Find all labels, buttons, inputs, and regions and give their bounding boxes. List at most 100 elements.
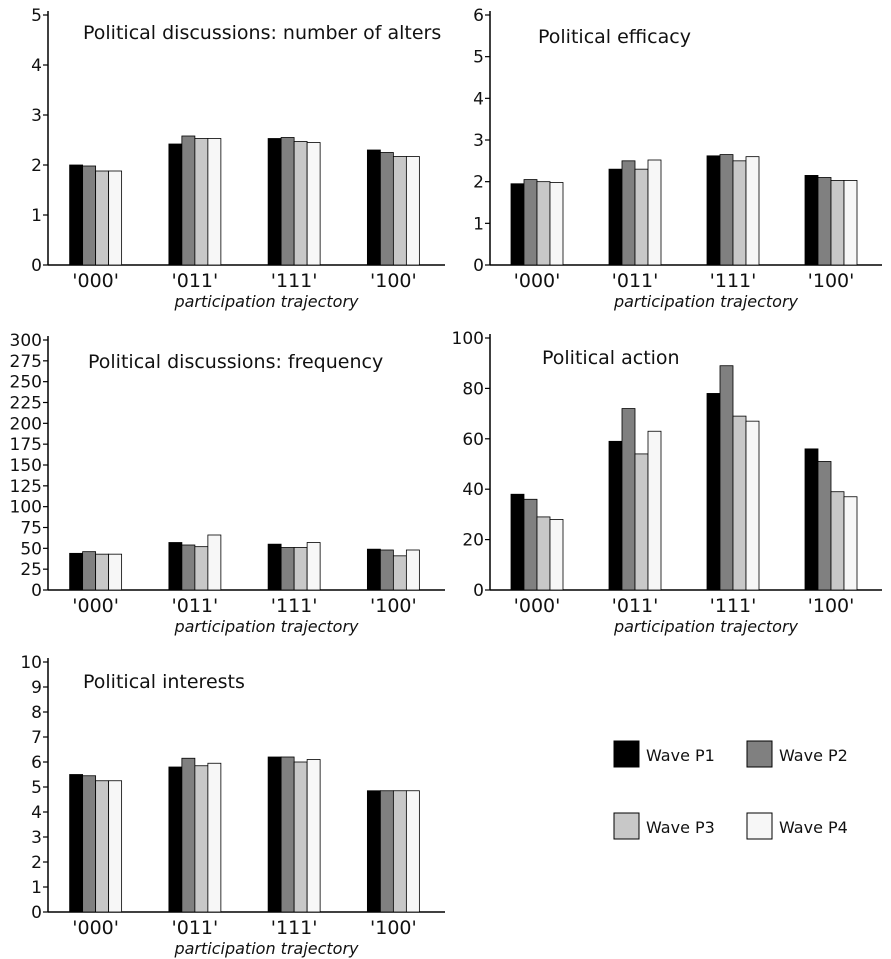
legend-swatch-wave-p2 [746,740,773,768]
y-tick-label: 4 [473,89,484,109]
bar-2-2 [181,135,196,266]
legend-label-wave-p1: Wave P1 [646,746,715,765]
bar-4-4 [405,549,420,591]
chart-title: Political efficacy [538,26,691,48]
bar-3-4 [392,156,407,266]
bar-4-4 [405,790,420,913]
x-tick-label: '011' [172,595,219,617]
bar-group-3 [706,365,760,591]
chart-title: Political action [542,347,680,369]
bar-1-4 [804,448,819,591]
x-axis-label: participation trajectory [613,292,799,311]
bar-group-4 [804,175,858,266]
legend-item-wave-p2: Wave P2 [746,740,848,768]
x-tick-label: '100' [808,270,855,292]
x-tick-label: '011' [612,270,659,292]
bar-1-1 [510,183,525,266]
chart-title: Political discussions: number of alters [83,22,441,44]
bar-4-4 [843,496,858,591]
y-tick-label: 0 [31,256,42,276]
bar-2-3 [280,137,295,266]
y-tick-label: 6 [473,6,484,26]
x-tick-label: '000' [72,917,119,939]
x-tick-label: '000' [72,270,119,292]
bar-2-1 [82,775,97,913]
x-tick-label: '111' [271,270,318,292]
bar-3-4 [830,180,845,266]
bar-group-1 [510,179,564,266]
bar-4-2 [207,534,222,591]
bar-3-2 [194,546,209,591]
y-tick-label: 4 [31,803,42,823]
bar-3-2 [194,138,209,266]
bar-group-3 [267,137,321,266]
y-tick-label: 0 [31,903,42,923]
bar-4-3 [745,420,760,591]
bar-1-2 [608,440,623,591]
bar-3-4 [392,790,407,913]
bar-3-2 [634,453,649,591]
bar-2-3 [280,547,295,591]
x-tick-label: '000' [72,595,119,617]
x-tick-label: '000' [514,595,561,617]
y-tick-label: 200 [10,414,42,434]
legend-item-wave-p4: Wave P4 [746,812,848,840]
bar-3-3 [293,547,308,591]
bar-1-4 [366,790,381,913]
bar-1-3 [267,138,282,266]
bar-3-3 [732,415,747,591]
bar-4-1 [108,170,123,266]
bar-4-3 [745,156,760,266]
bar-1-4 [366,548,381,591]
bar-2-1 [82,165,97,266]
bar-4-3 [306,759,321,913]
x-tick-label: '100' [370,270,417,292]
legend: Wave P1 Wave P2 Wave P3 Wave P4 [613,740,848,840]
bar-4-1 [549,519,564,591]
bar-1-1 [69,774,84,913]
bar-3-4 [830,491,845,591]
bar-2-4 [817,177,832,266]
chart-panel-3: Political discussions: frequency02550751… [10,331,445,636]
y-tick-label: 2 [31,156,42,176]
legend-swatch-wave-p4 [746,812,773,840]
bar-1-1 [69,552,84,591]
bar-1-2 [168,143,183,266]
bar-2-1 [523,498,538,591]
bar-1-3 [706,393,721,591]
bar-group-1 [69,774,123,913]
y-tick-label: 300 [10,331,42,351]
bar-group-3 [267,756,321,913]
y-tick-label: 4 [31,56,42,76]
x-axis-label: participation trajectory [173,617,359,636]
y-tick-label: 2 [31,853,42,873]
x-tick-label: '100' [370,595,417,617]
bar-group-4 [366,790,420,913]
bar-4-2 [207,138,222,266]
bar-1-3 [706,155,721,266]
y-tick-label: 100 [452,329,484,349]
x-tick-label: '111' [710,270,757,292]
chart-title: Political discussions: frequency [88,351,383,373]
bar-group-2 [168,757,222,913]
bar-group-2 [168,135,222,266]
x-tick-label: '011' [172,270,219,292]
y-tick-label: 275 [10,352,42,372]
y-tick-label: 80 [462,379,484,399]
bar-3-3 [293,141,308,266]
bar-group-1 [69,551,123,591]
bar-4-2 [647,159,662,266]
y-tick-label: 3 [31,106,42,126]
bar-3-1 [536,516,551,591]
bar-3-1 [536,181,551,266]
bar-1-2 [168,766,183,913]
bar-2-2 [621,408,636,591]
bar-3-4 [392,555,407,591]
bar-2-4 [379,790,394,913]
bar-group-1 [510,493,564,591]
bar-3-2 [194,765,209,913]
bar-2-3 [280,756,295,913]
bar-1-1 [510,493,525,591]
bar-3-2 [634,168,649,266]
y-tick-label: 20 [462,531,484,551]
